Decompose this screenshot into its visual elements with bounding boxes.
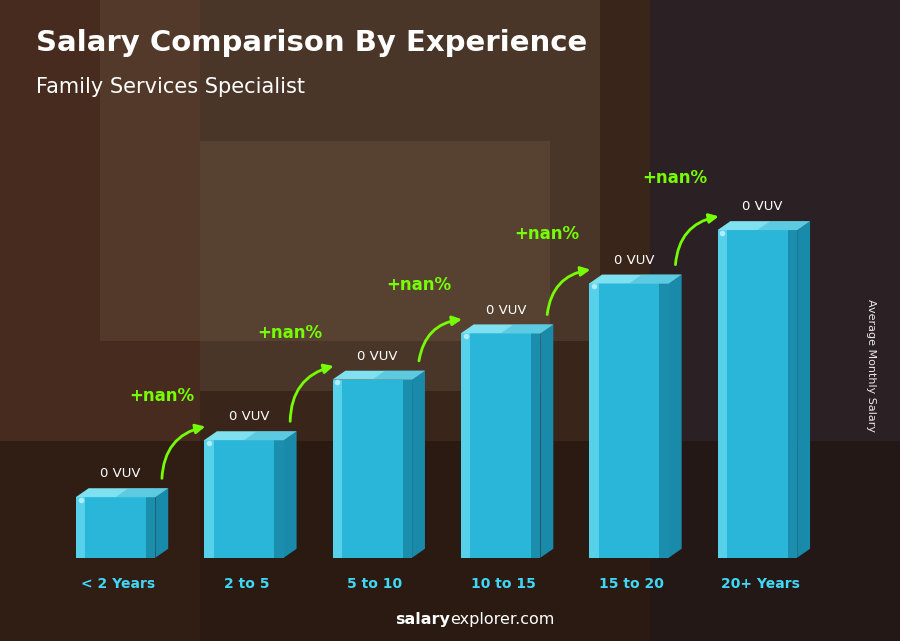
- Bar: [660, 283, 669, 558]
- Bar: [146, 497, 156, 558]
- Polygon shape: [500, 324, 554, 333]
- Bar: [76, 497, 156, 558]
- Bar: [788, 230, 797, 558]
- Text: salary: salary: [395, 612, 450, 627]
- Text: +nan%: +nan%: [130, 387, 194, 404]
- Bar: [461, 333, 541, 558]
- Text: Salary Comparison By Experience: Salary Comparison By Experience: [36, 29, 587, 57]
- Text: +nan%: +nan%: [514, 224, 580, 242]
- Polygon shape: [156, 488, 168, 558]
- Bar: [590, 283, 598, 558]
- Text: 10 to 15: 10 to 15: [471, 578, 536, 591]
- Polygon shape: [461, 324, 554, 333]
- Text: Family Services Specialist: Family Services Specialist: [36, 77, 305, 97]
- Bar: [402, 379, 412, 558]
- Text: 5 to 10: 5 to 10: [347, 578, 402, 591]
- Bar: [332, 379, 342, 558]
- Polygon shape: [717, 221, 810, 230]
- Polygon shape: [758, 221, 810, 230]
- Text: 0 VUV: 0 VUV: [486, 304, 526, 317]
- Polygon shape: [204, 431, 297, 440]
- Polygon shape: [373, 370, 425, 379]
- Text: 0 VUV: 0 VUV: [357, 350, 398, 363]
- Text: < 2 Years: < 2 Years: [81, 578, 155, 591]
- Bar: [204, 440, 213, 558]
- Polygon shape: [76, 488, 168, 497]
- Polygon shape: [797, 221, 810, 558]
- Text: 0 VUV: 0 VUV: [742, 200, 783, 213]
- Polygon shape: [244, 431, 297, 440]
- Bar: [0, 0, 200, 641]
- Bar: [461, 333, 471, 558]
- Polygon shape: [590, 274, 681, 283]
- Text: +nan%: +nan%: [257, 324, 323, 342]
- Polygon shape: [541, 324, 554, 558]
- Bar: [200, 141, 550, 391]
- Bar: [531, 333, 541, 558]
- Text: 0 VUV: 0 VUV: [101, 467, 141, 480]
- Text: explorer.com: explorer.com: [450, 612, 554, 627]
- Bar: [76, 497, 86, 558]
- Text: 0 VUV: 0 VUV: [229, 410, 269, 424]
- Text: Average Monthly Salary: Average Monthly Salary: [866, 299, 877, 432]
- Text: 0 VUV: 0 VUV: [614, 254, 654, 267]
- Text: +nan%: +nan%: [386, 276, 451, 294]
- Polygon shape: [669, 274, 681, 558]
- Bar: [717, 230, 727, 558]
- Text: 20+ Years: 20+ Years: [721, 578, 799, 591]
- Bar: [717, 230, 797, 558]
- Bar: [0, 441, 900, 641]
- Text: 2 to 5: 2 to 5: [224, 578, 269, 591]
- Polygon shape: [115, 488, 168, 497]
- Bar: [274, 440, 284, 558]
- Text: +nan%: +nan%: [643, 169, 707, 187]
- Polygon shape: [629, 274, 681, 283]
- Bar: [332, 379, 412, 558]
- Bar: [204, 440, 284, 558]
- Bar: [590, 283, 669, 558]
- Polygon shape: [412, 370, 425, 558]
- Bar: [100, 0, 600, 341]
- Bar: [650, 0, 900, 641]
- Polygon shape: [332, 370, 425, 379]
- Polygon shape: [284, 431, 297, 558]
- Text: 15 to 20: 15 to 20: [599, 578, 664, 591]
